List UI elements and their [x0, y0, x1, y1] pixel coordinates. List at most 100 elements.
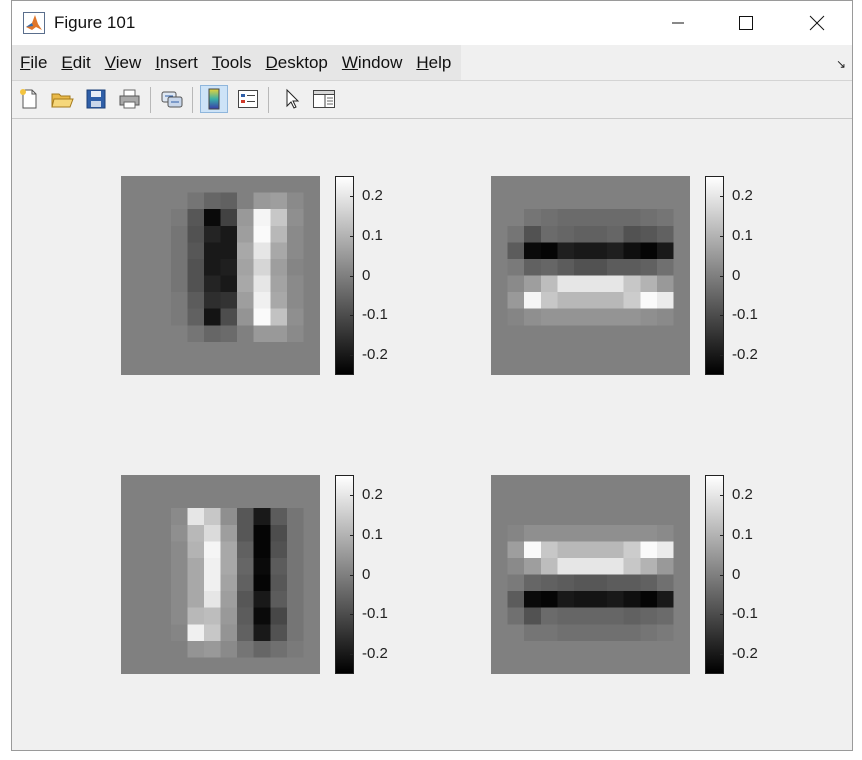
heatmap-cell-r5-c7 — [607, 557, 624, 575]
heatmap-cell-r3-c0 — [121, 225, 138, 243]
heatmap-cell-r3-c8 — [253, 524, 271, 542]
heatmap-cell-r9-c0 — [491, 624, 508, 642]
heatmap-cell-r6-c5 — [203, 275, 221, 293]
colorbar-2[interactable] — [705, 176, 724, 375]
menu-view[interactable]: View — [104, 52, 142, 72]
heatmap-cell-r0-c11 — [303, 176, 320, 193]
heatmap-cell-r10-c0 — [491, 640, 508, 658]
heatmap-cell-r9-c10 — [286, 624, 304, 642]
heatmap-cell-r4-c10 — [286, 541, 304, 559]
heatmap-cell-r0-c9 — [640, 475, 658, 492]
heatmap-cell-r2-c10 — [286, 508, 304, 526]
colorbar-tick-label: -0.1 — [732, 306, 758, 323]
heatmap-cell-r10-c11 — [303, 640, 320, 658]
heatmap-cell-r2-c2 — [154, 508, 172, 526]
heatmap-cell-r3-c6 — [220, 524, 238, 542]
heatmap-cell-r11-c8 — [253, 657, 271, 674]
menu-desktop[interactable]: Desktop — [265, 52, 328, 72]
heatmap-cell-r6-c11 — [673, 275, 690, 293]
heatmap-cell-r10-c11 — [673, 640, 690, 658]
heatmap-cell-r0-c11 — [673, 475, 690, 492]
open-file-icon[interactable] — [48, 85, 76, 113]
minimize-button[interactable] — [655, 1, 701, 45]
heatmap-cell-r5-c0 — [491, 258, 508, 276]
legend-toggle-icon[interactable] — [234, 85, 262, 113]
menu-file[interactable]: File — [20, 52, 48, 72]
heatmap-cell-r1-c0 — [121, 491, 138, 509]
heatmap-cell-r1-c3 — [170, 192, 188, 210]
heatmap-cell-r6-c6 — [590, 574, 608, 592]
heatmap-cell-r10-c11 — [303, 341, 320, 359]
heatmap-cell-r1-c0 — [121, 192, 138, 210]
heatmap-cell-r11-c10 — [286, 657, 304, 674]
colorbar-1[interactable] — [335, 176, 354, 375]
edit-plot-pointer-icon[interactable] — [278, 85, 306, 113]
colorbar-toggle-icon[interactable] — [200, 85, 228, 113]
save-icon[interactable] — [82, 85, 110, 113]
heatmap-cell-r7-c3 — [540, 292, 558, 309]
heatmap-cell-r3-c2 — [524, 524, 542, 542]
heatmap-cell-r9-c11 — [673, 325, 690, 343]
heatmap-cell-r11-c9 — [270, 358, 288, 375]
heatmap-cell-r9-c4 — [557, 624, 575, 642]
heatmap-cell-r4-c7 — [237, 242, 254, 260]
menu-tools[interactable]: Tools — [211, 52, 252, 72]
heatmap-axes-4[interactable] — [491, 475, 690, 674]
heatmap-cell-r3-c1 — [137, 225, 155, 243]
heatmap-cell-r3-c7 — [237, 225, 254, 243]
heatmap-cell-r7-c7 — [237, 292, 254, 309]
heatmap-cell-r1-c5 — [203, 491, 221, 509]
heatmap-cell-r3-c3 — [540, 225, 558, 243]
new-figure-icon[interactable] — [15, 85, 43, 113]
heatmap-cell-r1-c11 — [303, 491, 320, 509]
menu-insert[interactable]: Insert — [155, 52, 198, 72]
menu-help[interactable]: Help — [416, 52, 452, 72]
heatmap-cell-r9-c1 — [137, 325, 155, 343]
heatmap-cell-r0-c7 — [607, 475, 624, 492]
heatmap-cell-r10-c3 — [170, 341, 188, 359]
heatmap-cell-r11-c0 — [121, 657, 138, 674]
heatmap-cell-r9-c2 — [524, 325, 542, 343]
link-plot-icon[interactable] — [158, 85, 186, 113]
maximize-button[interactable] — [723, 1, 769, 45]
heatmap-cell-r0-c10 — [656, 475, 674, 492]
heatmap-cell-r0-c6 — [220, 475, 238, 492]
heatmap-cell-r7-c5 — [203, 292, 221, 309]
heatmap-cell-r8-c5 — [203, 607, 221, 625]
heatmap-cell-r10-c3 — [170, 640, 188, 658]
menu-edit[interactable]: Edit — [61, 52, 91, 72]
colorbar-4[interactable] — [705, 475, 724, 674]
dock-figure-icon[interactable]: ↘ — [835, 57, 846, 71]
colorbar-tick-mark — [720, 535, 724, 536]
heatmap-cell-r5-c7 — [237, 557, 254, 575]
heatmap-axes-2[interactable] — [491, 176, 690, 375]
heatmap-cell-r0-c10 — [286, 475, 304, 492]
heatmap-axes-1[interactable] — [121, 176, 320, 375]
heatmap-cell-r9-c3 — [540, 624, 558, 642]
close-button[interactable] — [794, 1, 840, 45]
heatmap-cell-r4-c1 — [137, 242, 155, 260]
heatmap-cell-r8-c1 — [137, 308, 155, 326]
heatmap-cell-r7-c11 — [673, 591, 690, 608]
heatmap-cell-r11-c2 — [524, 358, 542, 375]
heatmap-cell-r7-c2 — [154, 292, 172, 309]
print-icon[interactable] — [116, 85, 144, 113]
heatmap-axes-3[interactable] — [121, 475, 320, 674]
figure-toolbar — [12, 80, 852, 119]
heatmap-cell-r0-c9 — [270, 475, 288, 492]
heatmap-cell-r8-c6 — [590, 607, 608, 625]
heatmap-cell-r3-c9 — [640, 225, 658, 243]
colorbar-tick-mark — [720, 654, 724, 655]
heatmap-cell-r2-c4 — [557, 508, 575, 526]
colorbar-tick-label: -0.1 — [362, 605, 388, 622]
colorbar-3[interactable] — [335, 475, 354, 674]
menu-window[interactable]: Window — [341, 52, 403, 72]
heatmap-cell-r6-c0 — [491, 275, 508, 293]
heatmap-cell-r0-c5 — [573, 475, 591, 492]
heatmap-cell-r3-c9 — [270, 225, 288, 243]
heatmap-cell-r3-c11 — [303, 524, 320, 542]
heatmap-cell-r8-c7 — [607, 308, 624, 326]
heatmap-cell-r7-c1 — [507, 591, 525, 608]
property-inspector-icon[interactable] — [310, 85, 338, 113]
heatmap-cell-r6-c9 — [270, 275, 288, 293]
